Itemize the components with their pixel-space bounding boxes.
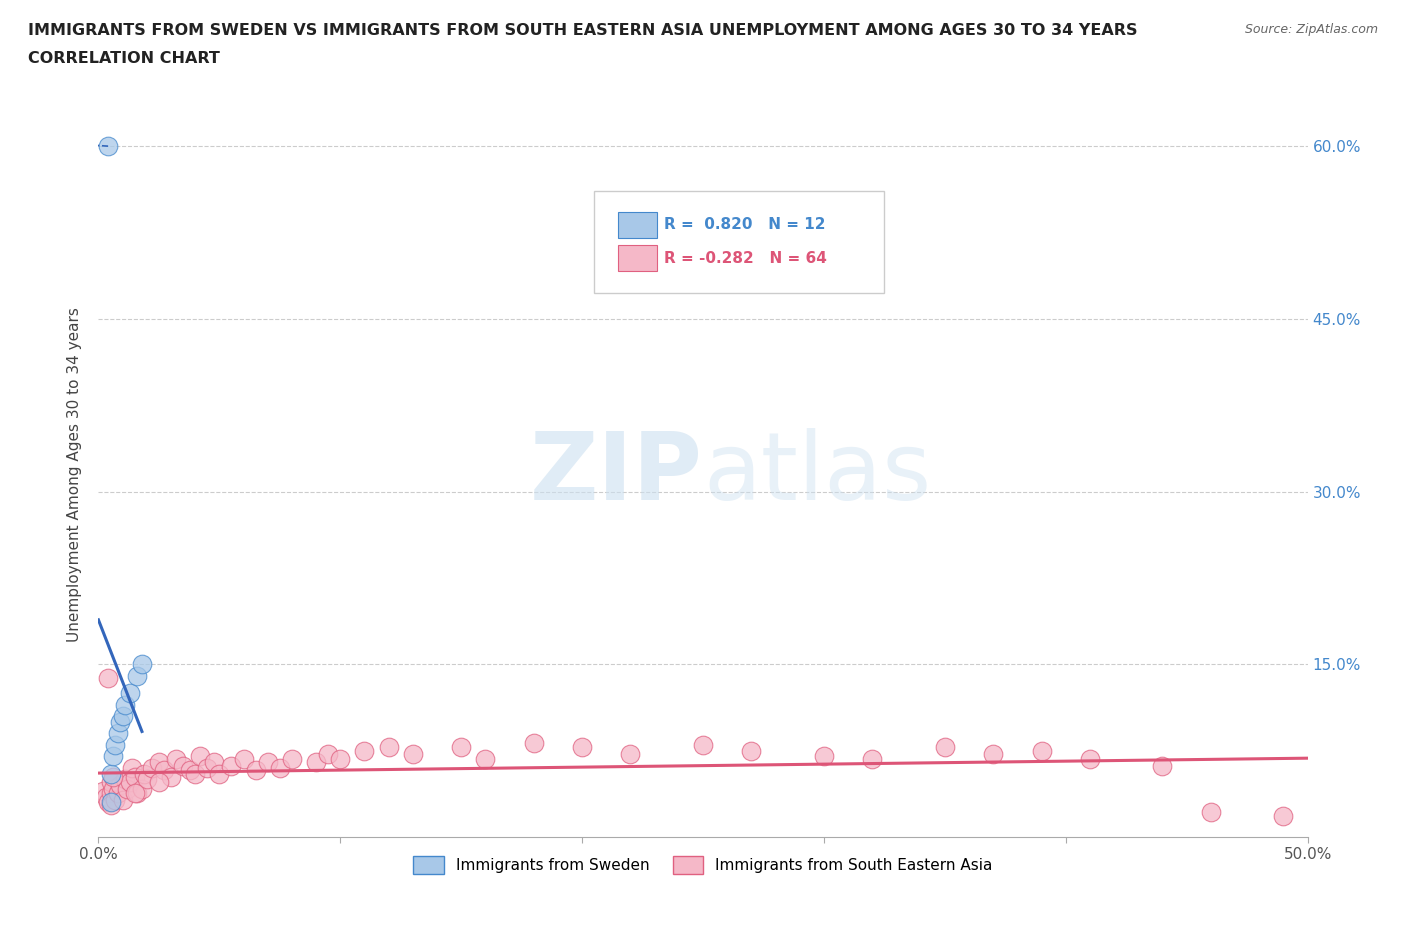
Point: [100, 797, 122, 812]
Point: [1199, 804, 1222, 819]
Point: [111, 709, 134, 724]
Point: [108, 777, 131, 792]
Point: [353, 743, 375, 758]
Point: [97, 671, 120, 685]
Point: [135, 772, 157, 787]
Point: [97, 795, 120, 810]
Y-axis label: Unemployment Among Ages 30 to 34 years: Unemployment Among Ages 30 to 34 years: [67, 307, 83, 642]
Point: [100, 786, 122, 801]
Point: [619, 747, 641, 762]
Text: IMMIGRANTS FROM SWEDEN VS IMMIGRANTS FROM SOUTH EASTERN ASIA UNEMPLOYMENT AMONG : IMMIGRANTS FROM SWEDEN VS IMMIGRANTS FRO…: [28, 23, 1137, 38]
FancyBboxPatch shape: [619, 246, 657, 272]
Point: [104, 792, 127, 807]
Point: [121, 761, 143, 776]
Point: [256, 755, 278, 770]
Point: [131, 781, 153, 796]
Point: [107, 786, 129, 801]
Point: [134, 766, 156, 781]
Point: [934, 739, 956, 754]
Point: [118, 685, 141, 700]
Point: [101, 781, 124, 796]
Point: [118, 775, 141, 790]
Point: [316, 747, 339, 762]
Point: [402, 747, 425, 762]
Point: [474, 751, 496, 766]
Point: [100, 766, 122, 781]
Point: [184, 766, 207, 781]
Point: [97, 139, 120, 153]
Point: [152, 763, 174, 777]
Point: [114, 698, 136, 712]
Point: [329, 751, 352, 766]
Point: [281, 751, 304, 766]
Point: [1152, 758, 1174, 773]
Point: [127, 786, 149, 801]
Point: [204, 755, 226, 770]
Point: [179, 763, 201, 777]
Point: [269, 761, 291, 776]
Point: [981, 747, 1004, 762]
Legend: Immigrants from Sweden, Immigrants from South Eastern Asia: Immigrants from Sweden, Immigrants from …: [408, 850, 998, 880]
Text: CORRELATION CHART: CORRELATION CHART: [28, 51, 219, 66]
Point: [107, 726, 129, 741]
Point: [100, 775, 122, 790]
Point: [172, 758, 194, 773]
Point: [124, 786, 146, 801]
Point: [111, 792, 134, 807]
Point: [740, 743, 762, 758]
Point: [100, 795, 122, 810]
Point: [245, 763, 267, 777]
Point: [813, 749, 835, 764]
Point: [124, 770, 146, 785]
Point: [148, 755, 170, 770]
Point: [101, 770, 124, 785]
Point: [221, 758, 243, 773]
Point: [94, 790, 117, 804]
Point: [127, 669, 149, 684]
Point: [188, 749, 211, 764]
Point: [165, 751, 187, 766]
Point: [305, 755, 328, 770]
Point: [860, 751, 883, 766]
Point: [208, 766, 231, 781]
Text: R =  0.820   N = 12: R = 0.820 N = 12: [664, 218, 825, 232]
Point: [1272, 809, 1295, 824]
Point: [148, 775, 170, 790]
Point: [450, 739, 472, 754]
FancyBboxPatch shape: [619, 212, 657, 238]
Point: [1078, 751, 1101, 766]
Point: [571, 739, 593, 754]
Text: Source: ZipAtlas.com: Source: ZipAtlas.com: [1244, 23, 1378, 36]
Point: [101, 749, 124, 764]
Point: [523, 735, 546, 750]
Point: [117, 781, 139, 796]
Point: [377, 739, 399, 754]
Text: atlas: atlas: [703, 429, 931, 520]
Point: [91, 783, 114, 798]
Point: [131, 657, 153, 671]
Point: [692, 737, 714, 752]
Point: [114, 772, 136, 787]
Point: [141, 761, 163, 776]
Point: [1031, 743, 1053, 758]
Point: [195, 761, 218, 776]
Point: [104, 737, 127, 752]
Text: R = -0.282   N = 64: R = -0.282 N = 64: [664, 250, 827, 266]
Point: [108, 714, 131, 729]
Text: ZIP: ZIP: [530, 429, 703, 520]
FancyBboxPatch shape: [595, 192, 884, 293]
Point: [232, 751, 254, 766]
Point: [160, 770, 183, 785]
